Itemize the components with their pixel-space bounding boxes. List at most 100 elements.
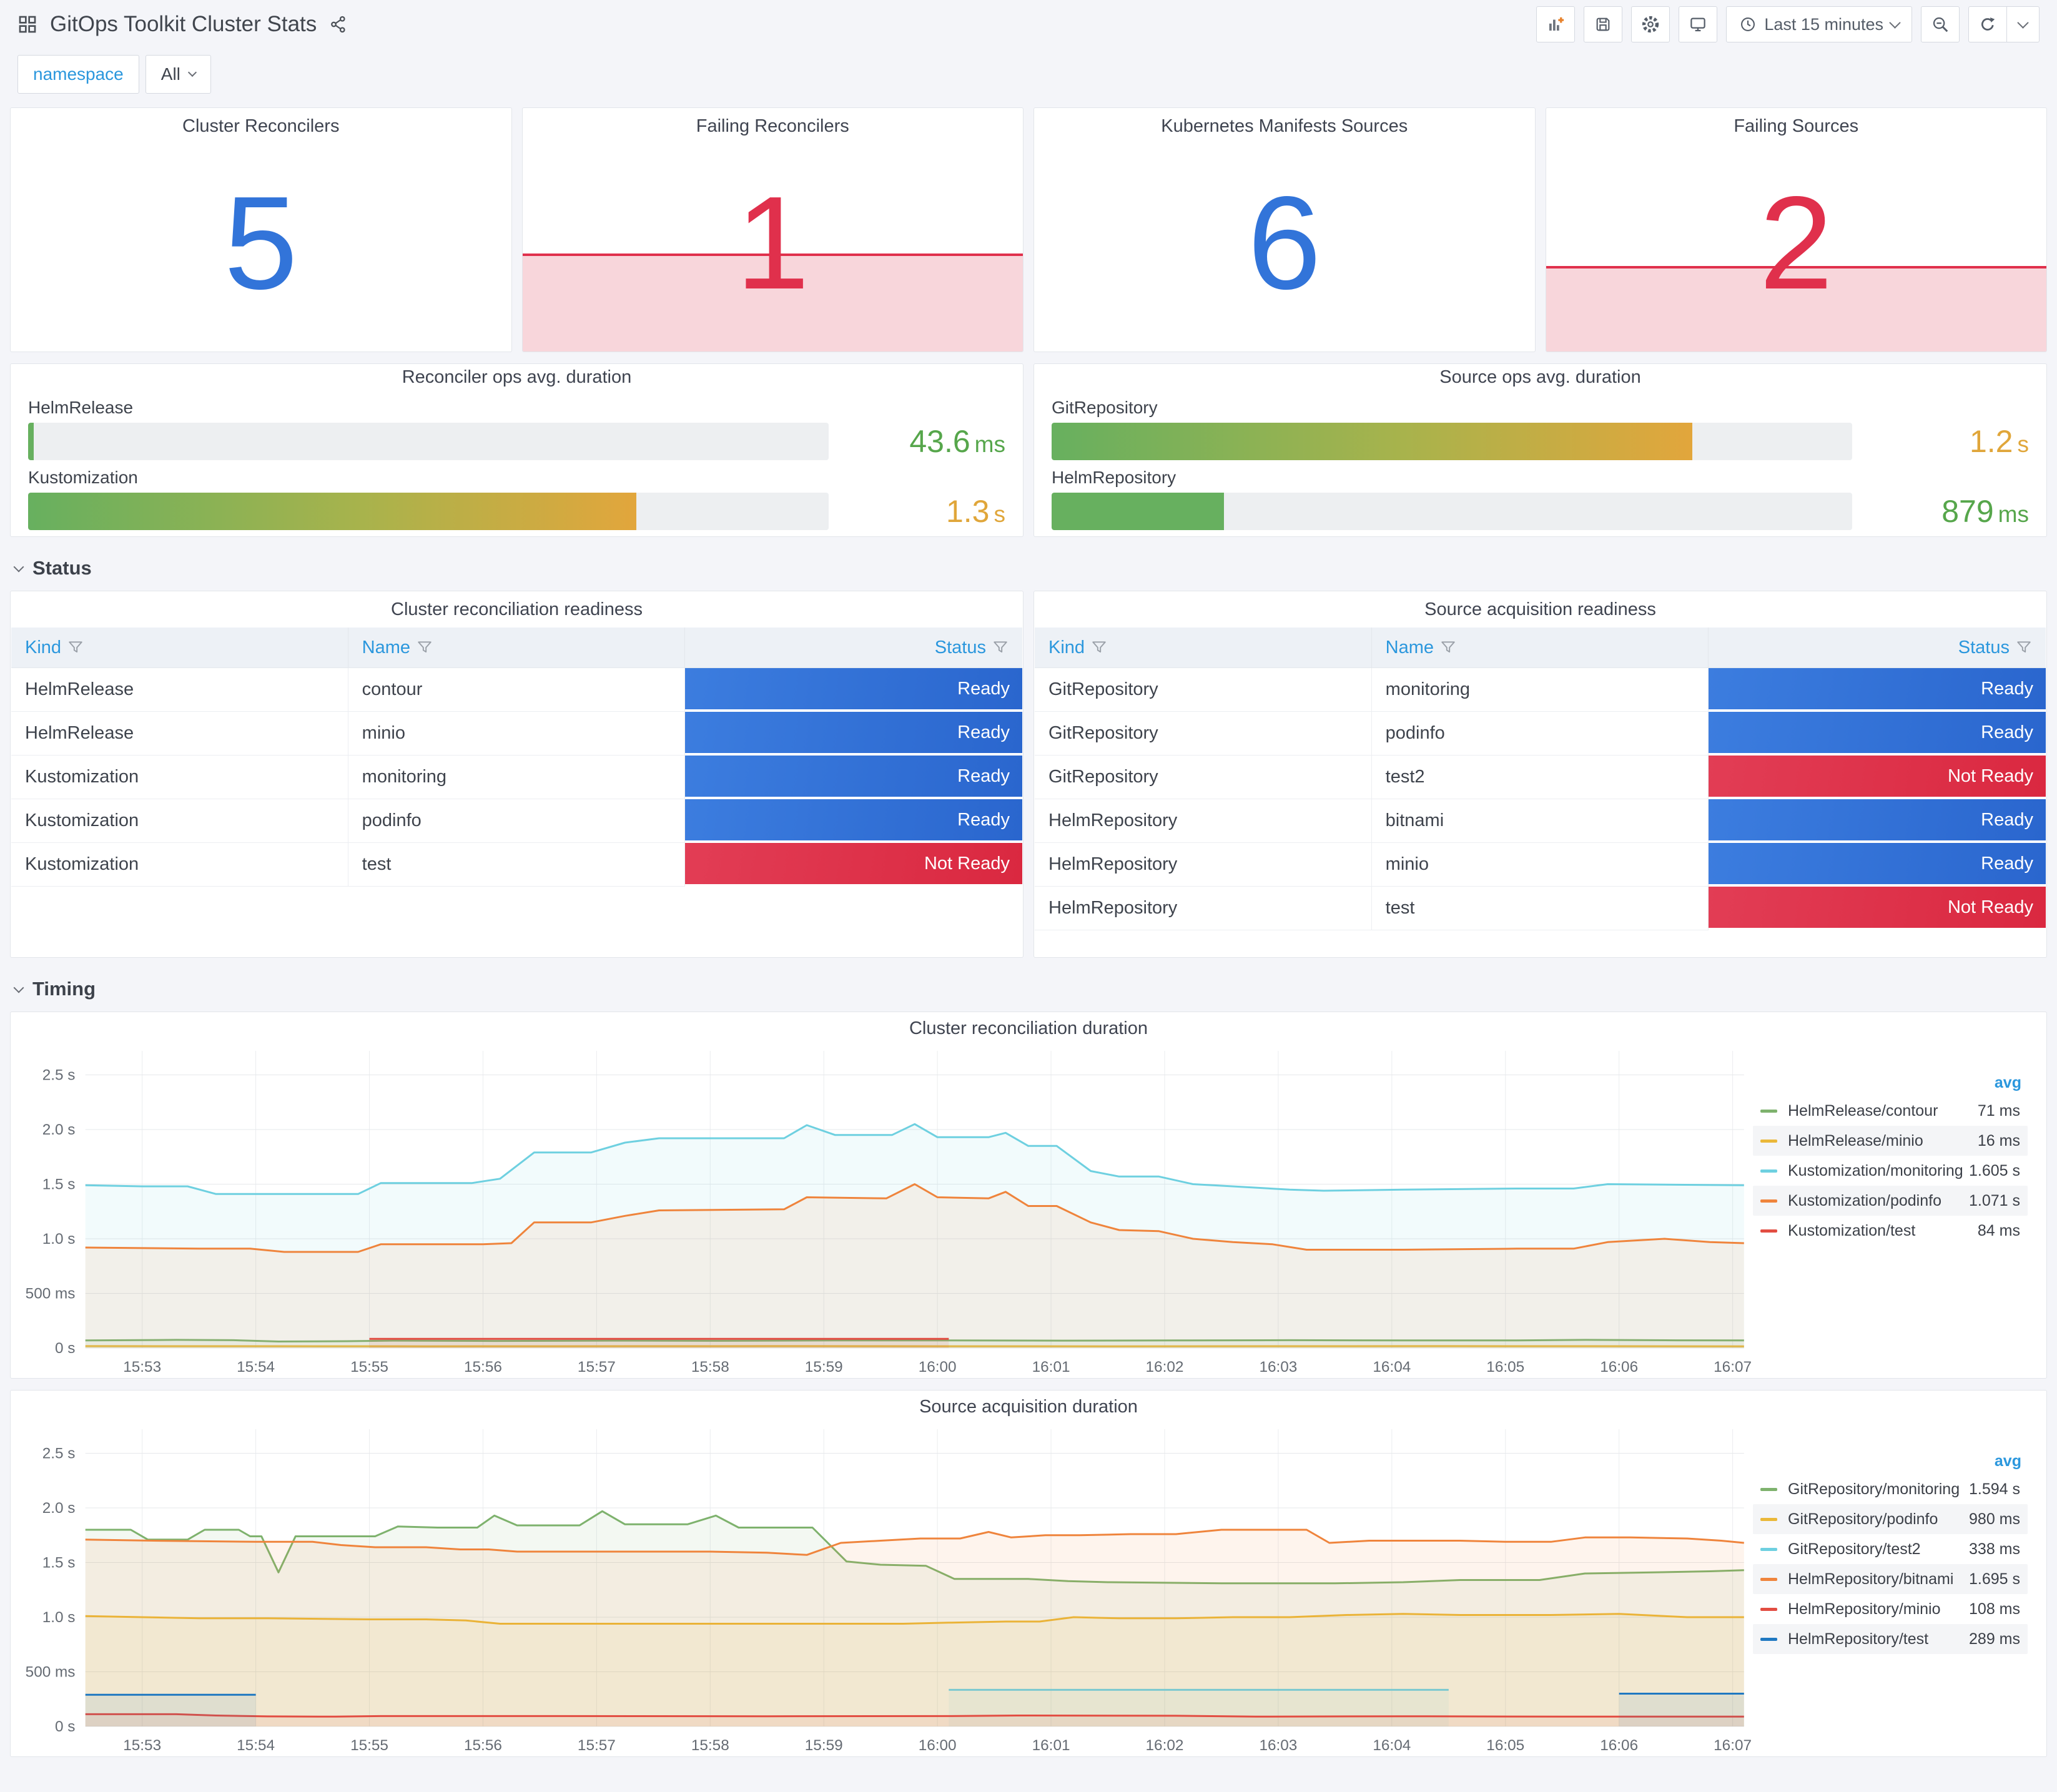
gauge-fill [28,423,34,460]
variable-namespace-value-dropdown[interactable]: All [145,55,211,94]
legend-item[interactable]: GitRepository/test2 338 ms [1753,1534,2028,1564]
svg-text:16:06: 16:06 [1600,1359,1638,1376]
svg-text:15:57: 15:57 [578,1737,616,1754]
status-badge: Ready [685,668,1022,709]
section-status[interactable]: Status [13,557,2042,579]
gauge-value: 43.6 ms [909,424,1005,459]
panel-title[interactable]: Source acquisition readiness [1424,599,1656,619]
svg-text:2.0 s: 2.0 s [42,1500,76,1517]
table-row: HelmRelease contour Ready [11,668,1022,712]
table-row: GitRepository podinfo Ready [1035,712,2046,756]
panel-title[interactable]: Failing Sources [1734,116,1859,136]
variable-namespace-label[interactable]: namespace [17,55,139,94]
time-range-picker[interactable]: Last 15 minutes [1726,6,1912,42]
series-color-dash [1760,1577,1777,1581]
legend-avg-header[interactable]: avg [1994,1074,2021,1091]
readiness-table: Kind Name Status HelmRelease contour Ready Hel… [11,628,1022,887]
svg-text:16:01: 16:01 [1032,1737,1070,1754]
legend-series-avg: 338 ms [1969,1540,2020,1558]
cell-name: monitoring [1371,668,1709,712]
stats-row: Cluster Reconcilers 5 Failing Reconcilers 1… [10,107,2047,352]
panel-title[interactable]: Source ops avg. duration [1439,367,1641,387]
filter-icon[interactable] [1440,639,1456,656]
filter-icon[interactable] [1091,639,1107,656]
cell-status: Ready [685,756,1022,799]
svg-text:15:56: 15:56 [464,1359,502,1376]
cell-kind: HelmRelease [11,668,348,712]
share-icon[interactable] [329,15,348,34]
table-row: HelmRepository test Not Ready [1035,887,2046,930]
cell-status: Ready [685,799,1022,843]
filter-icon[interactable] [2016,639,2032,656]
legend-item[interactable]: HelmRepository/test 289 ms [1753,1624,2028,1654]
status-badge: Not Ready [1709,887,2046,928]
panel-title[interactable]: Cluster reconciliation duration [909,1018,1148,1038]
panel-title[interactable]: Cluster reconciliation readiness [391,599,643,619]
legend-item[interactable]: HelmRelease/minio 16 ms [1753,1126,2028,1156]
refresh-button[interactable] [1968,6,2007,42]
tv-mode-button[interactable] [1679,6,1718,42]
refresh-interval-dropdown[interactable] [2007,6,2040,42]
gauge-bar: 879 ms [1052,493,2029,530]
legend-item[interactable]: Kustomization/monitoring 1.605 s [1753,1156,2028,1186]
column-header-kind[interactable]: Kind [11,628,348,668]
legend-item[interactable]: Kustomization/test 84 ms [1753,1216,2028,1246]
panel-title[interactable]: Reconciler ops avg. duration [402,367,632,387]
cell-status: Ready [685,712,1022,756]
cell-status: Not Ready [1709,756,2046,799]
cell-kind: HelmRepository [1035,843,1372,887]
svg-text:15:55: 15:55 [350,1737,388,1754]
legend-item[interactable]: HelmRelease/contour 71 ms [1753,1096,2028,1126]
svg-text:16:00: 16:00 [919,1737,957,1754]
legend-item[interactable]: HelmRepository/bitnami 1.695 s [1753,1564,2028,1594]
gauge-row: Kustomization 1.3 s [28,460,1005,530]
column-header-kind[interactable]: Kind [1035,628,1372,668]
svg-text:1.5 s: 1.5 s [42,1176,76,1193]
legend-series-name: GitRepository/podinfo [1788,1510,1938,1528]
svg-text:15:53: 15:53 [123,1359,161,1376]
section-timing[interactable]: Timing [13,978,2042,1000]
column-header-status[interactable]: Status [685,628,1022,668]
status-badge: Ready [1709,799,2046,840]
svg-text:1.0 s: 1.0 s [42,1609,76,1626]
legend-series-avg: 108 ms [1969,1600,2020,1618]
zoom-out-button[interactable] [1921,6,1960,42]
cell-name: contour [348,668,686,712]
stat-value: 5 [224,169,298,317]
legend-item[interactable]: GitRepository/monitoring 1.594 s [1753,1474,2028,1504]
cell-name: test2 [1371,756,1709,799]
legend-item[interactable]: Kustomization/podinfo 1.071 s [1753,1186,2028,1216]
gauge-row: HelmRepository 879 ms [1052,460,2029,530]
column-header-name[interactable]: Name [348,628,686,668]
filter-icon[interactable] [992,639,1009,656]
panel-title[interactable]: Failing Reconcilers [696,116,849,136]
status-badge: Not Ready [1709,756,2046,797]
column-header-name[interactable]: Name [1371,628,1709,668]
legend-item[interactable]: GitRepository/podinfo 980 ms [1753,1504,2028,1534]
svg-text:0 s: 0 s [55,1340,75,1357]
legend-series-avg: 1.594 s [1968,1480,2020,1498]
dashboard-settings-button[interactable] [1631,6,1670,42]
cell-status: Ready [1709,668,2046,712]
panel-title[interactable]: Kubernetes Manifests Sources [1161,116,1408,136]
cell-kind: Kustomization [11,756,348,799]
filter-icon[interactable] [417,639,433,656]
svg-text:15:58: 15:58 [691,1737,729,1754]
filter-icon[interactable] [67,639,84,656]
legend-item[interactable]: HelmRepository/minio 108 ms [1753,1594,2028,1624]
legend-avg-header[interactable]: avg [1994,1452,2021,1470]
svg-text:16:05: 16:05 [1486,1737,1524,1754]
stat-sparkline-area [522,254,1023,352]
stat-body: 2 [1546,144,2046,352]
monitor-icon [1689,15,1707,34]
panel-title[interactable]: Source acquisition duration [919,1397,1138,1417]
save-icon [1594,16,1612,33]
chevron-down-icon [1889,16,1901,29]
cell-status: Ready [1709,843,2046,887]
svg-text:15:59: 15:59 [805,1359,843,1376]
column-header-status[interactable]: Status [1709,628,2046,668]
panel-title[interactable]: Cluster Reconcilers [182,116,340,136]
gauge-fill [1052,423,1692,460]
add-panel-button[interactable] [1536,6,1576,42]
save-dashboard-button[interactable] [1584,6,1623,42]
